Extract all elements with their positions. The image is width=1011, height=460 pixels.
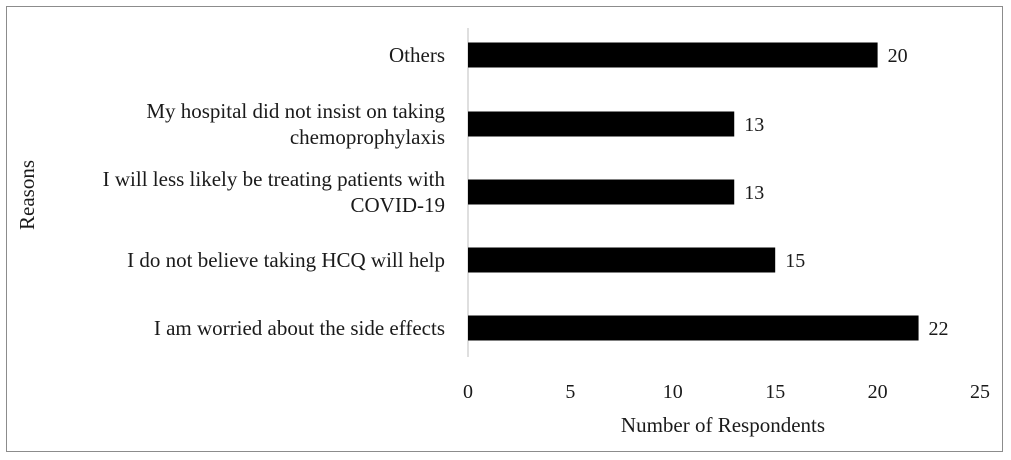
x-tick-label: 5 bbox=[565, 381, 575, 403]
bar-value-label: 20 bbox=[888, 45, 908, 67]
x-tick-label: 15 bbox=[765, 381, 785, 403]
bar bbox=[468, 179, 735, 205]
y-axis-title: Reasons bbox=[15, 160, 39, 230]
category-label: I am worried about the side effects bbox=[154, 316, 445, 340]
bar bbox=[468, 247, 776, 273]
category-label: I do not believe taking HCQ will help bbox=[127, 248, 445, 272]
bar-value-label: 15 bbox=[785, 250, 805, 272]
bar bbox=[468, 111, 735, 137]
bar bbox=[468, 315, 919, 341]
bar-value-label: 22 bbox=[929, 318, 949, 340]
bar-value-label: 13 bbox=[744, 114, 764, 136]
label-layer: 0 5 10 15 20 25 20 Others 13 My hospital did not … bbox=[103, 43, 990, 403]
x-tick-label: 20 bbox=[868, 381, 888, 403]
category-label: My hospital did not insist on taking bbox=[146, 99, 445, 123]
category-label: COVID-19 bbox=[351, 193, 446, 217]
x-tick-label: 0 bbox=[463, 381, 473, 403]
bar-layer bbox=[468, 42, 919, 341]
x-tick-label: 25 bbox=[970, 381, 990, 403]
x-axis-title: Number of Respondents bbox=[621, 413, 825, 437]
category-label: I will less likely be treating patients … bbox=[103, 167, 446, 191]
x-tick-label: 10 bbox=[663, 381, 683, 403]
category-label: chemoprophylaxis bbox=[290, 125, 445, 149]
chart-frame bbox=[6, 6, 1003, 452]
category-label: Others bbox=[389, 43, 445, 67]
bar-value-label: 13 bbox=[744, 182, 764, 204]
bar bbox=[468, 42, 878, 68]
